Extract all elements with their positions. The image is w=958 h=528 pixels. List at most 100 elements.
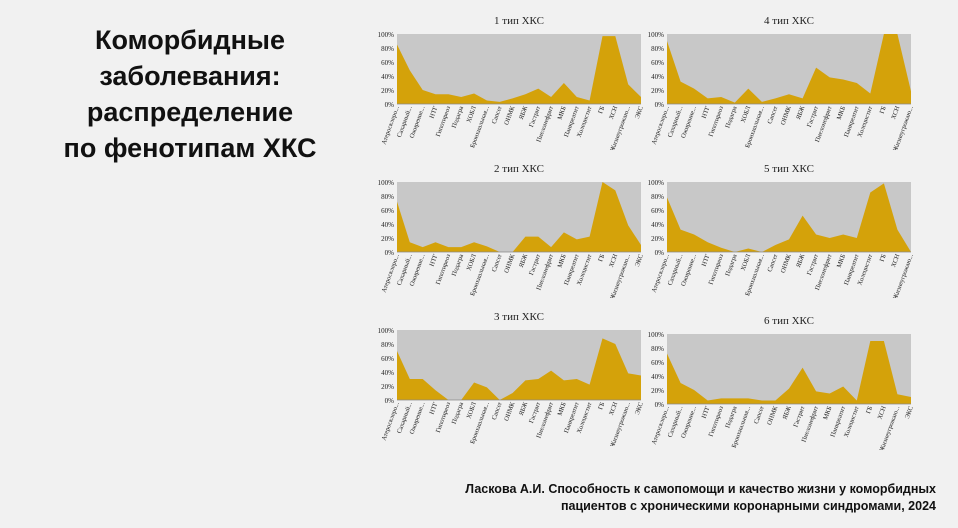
y-tick-label: 80% xyxy=(651,45,664,53)
y-tick-label: 80% xyxy=(651,345,664,353)
x-tick-label: Cancer xyxy=(766,105,779,125)
x-tick-label: Атеросклеро... xyxy=(381,401,401,442)
x-tick-label: ХОБЛ xyxy=(466,105,479,124)
y-tick-label: 20% xyxy=(381,87,394,95)
x-tick-label: ХОБЛ xyxy=(740,253,753,272)
x-tick-label: НТГ xyxy=(429,105,440,119)
x-tick-label: ЯБЖ xyxy=(795,253,806,268)
x-tick-label: ЭКС xyxy=(634,105,645,119)
x-tick-label: Подагра xyxy=(724,253,738,277)
x-tick-label: ГБ xyxy=(597,253,606,263)
x-tick-label: Гастрит xyxy=(528,253,542,276)
citation-line: пациентов с хроническими коронарными син… xyxy=(560,499,936,513)
x-tick-label: НТГ xyxy=(429,253,440,267)
x-tick-label: НТГ xyxy=(429,401,440,415)
x-tick-label: ХСН xyxy=(877,405,888,420)
x-tick-label: ОНМК xyxy=(503,105,516,126)
y-tick-label: 0% xyxy=(655,101,665,109)
y-tick-label: 20% xyxy=(381,383,394,391)
x-tick-label: МКБ xyxy=(822,405,833,421)
x-tick-label: Cancer xyxy=(491,105,504,125)
x-tick-label: Гастрит xyxy=(528,105,542,128)
x-tick-label: МКБ xyxy=(557,401,568,417)
x-tick-label: Cancer xyxy=(491,401,504,421)
x-tick-label: ОНМК xyxy=(503,253,516,274)
chart-title: 5 тип ХКС xyxy=(764,163,814,175)
y-tick-label: 100% xyxy=(378,31,395,39)
x-tick-label: ЯБЖ xyxy=(795,105,806,120)
x-tick-label: ХОБЛ xyxy=(466,401,479,420)
chart-phenotype-1: 1 тип ХКС 0% 20% 40% 60% 80% 100% Атеросклеро..… xyxy=(365,10,655,150)
x-tick-label: МКБ xyxy=(836,105,847,121)
x-tick-label: ЭКС xyxy=(634,401,645,415)
x-tick-label: ОНМК xyxy=(780,105,793,126)
y-tick-label: 40% xyxy=(381,73,394,81)
x-tick-label: Гастрит xyxy=(806,253,820,276)
x-tick-label: Подагра xyxy=(724,405,738,429)
y-tick-label: 20% xyxy=(651,235,664,243)
x-tick-label: Cancer xyxy=(766,253,779,273)
y-tick-label: 20% xyxy=(651,387,664,395)
plot-area xyxy=(667,34,911,104)
x-tick-label: ХОБЛ xyxy=(740,105,753,124)
y-tick-label: 60% xyxy=(381,355,394,363)
chart-svg: 6 тип ХКС 0% 20% 40% 60% 80% 100% Атеросклеро..… xyxy=(648,315,915,450)
x-tick-label: Атеросклеро... xyxy=(651,405,671,446)
x-tick-label: Cancer xyxy=(753,405,766,425)
y-tick-label: 0% xyxy=(655,401,665,409)
y-tick-label: 40% xyxy=(651,221,664,229)
chart-phenotype-5: 5 тип ХКС 0% 20% 40% 60% 80% 100% Атеросклеро..… xyxy=(635,158,925,298)
series-area xyxy=(397,338,641,400)
chart-title: 4 тип ХКС xyxy=(764,15,814,27)
y-tick-label: 60% xyxy=(651,359,664,367)
x-tick-label: НТГ xyxy=(701,405,712,419)
chart-title: 3 тип ХКС xyxy=(494,311,544,323)
x-tick-label: Атеросклеро... xyxy=(651,253,671,294)
x-tick-label: НТГ xyxy=(701,253,712,267)
series-area xyxy=(667,34,911,104)
x-tick-label: ГБ xyxy=(597,105,606,115)
x-tick-label: Атеросклеро... xyxy=(381,253,401,294)
y-tick-label: 100% xyxy=(378,179,395,187)
y-tick-label: 80% xyxy=(381,45,394,53)
x-tick-label: ЭКС xyxy=(904,405,915,419)
chart-svg: 3 тип ХКС 0% 20% 40% 60% 80% 100% Атеросклеро..… xyxy=(378,311,645,446)
y-tick-label: 20% xyxy=(651,87,664,95)
x-tick-label: Гастрит xyxy=(792,405,806,428)
chart-title: 1 тип ХКС xyxy=(494,15,544,27)
y-tick-label: 80% xyxy=(651,193,664,201)
slide-title-line: Коморбидные xyxy=(94,25,285,55)
series-area xyxy=(397,36,641,104)
x-tick-label: ОНМК xyxy=(766,405,779,426)
x-tick-label: ОНМК xyxy=(780,253,793,274)
series-area xyxy=(397,182,641,252)
series-area xyxy=(667,183,911,252)
x-tick-label: МКБ xyxy=(836,253,847,269)
chart-svg: 1 тип ХКС 0% 20% 40% 60% 80% 100% Атеросклеро..… xyxy=(378,15,645,150)
series-area xyxy=(667,341,911,404)
x-tick-label: ГБ xyxy=(865,405,874,415)
x-tick-label: ЭКС xyxy=(634,253,645,267)
y-tick-label: 40% xyxy=(651,73,664,81)
x-tick-label: ГБ xyxy=(879,105,888,115)
y-tick-label: 0% xyxy=(655,249,665,257)
x-tick-label: ХОБЛ xyxy=(466,253,479,272)
y-tick-label: 80% xyxy=(381,193,394,201)
chart-title: 2 тип ХКС xyxy=(494,163,544,175)
x-tick-label: ГБ xyxy=(879,253,888,263)
chart-svg: 4 тип ХКС 0% 20% 40% 60% 80% 100% Атеросклеро..… xyxy=(648,15,915,150)
x-tick-label: Подагра xyxy=(451,105,465,129)
y-tick-label: 100% xyxy=(648,331,665,339)
x-tick-label: ЯБЖ xyxy=(518,253,529,268)
y-tick-label: 100% xyxy=(378,327,395,335)
slide-title: Коморбидные заболевания: распределение п… xyxy=(30,22,350,166)
y-tick-label: 0% xyxy=(385,397,395,405)
x-tick-label: НТГ xyxy=(701,105,712,119)
x-tick-label: ХСН xyxy=(608,401,619,416)
x-tick-label: Подагра xyxy=(451,401,465,425)
x-tick-label: ГБ xyxy=(597,401,606,411)
y-tick-label: 0% xyxy=(385,101,395,109)
x-tick-label: ОНМК xyxy=(503,401,516,422)
chart-phenotype-3: 3 тип ХКС 0% 20% 40% 60% 80% 100% Атеросклеро..… xyxy=(365,306,655,446)
x-tick-label: МКБ xyxy=(557,105,568,121)
